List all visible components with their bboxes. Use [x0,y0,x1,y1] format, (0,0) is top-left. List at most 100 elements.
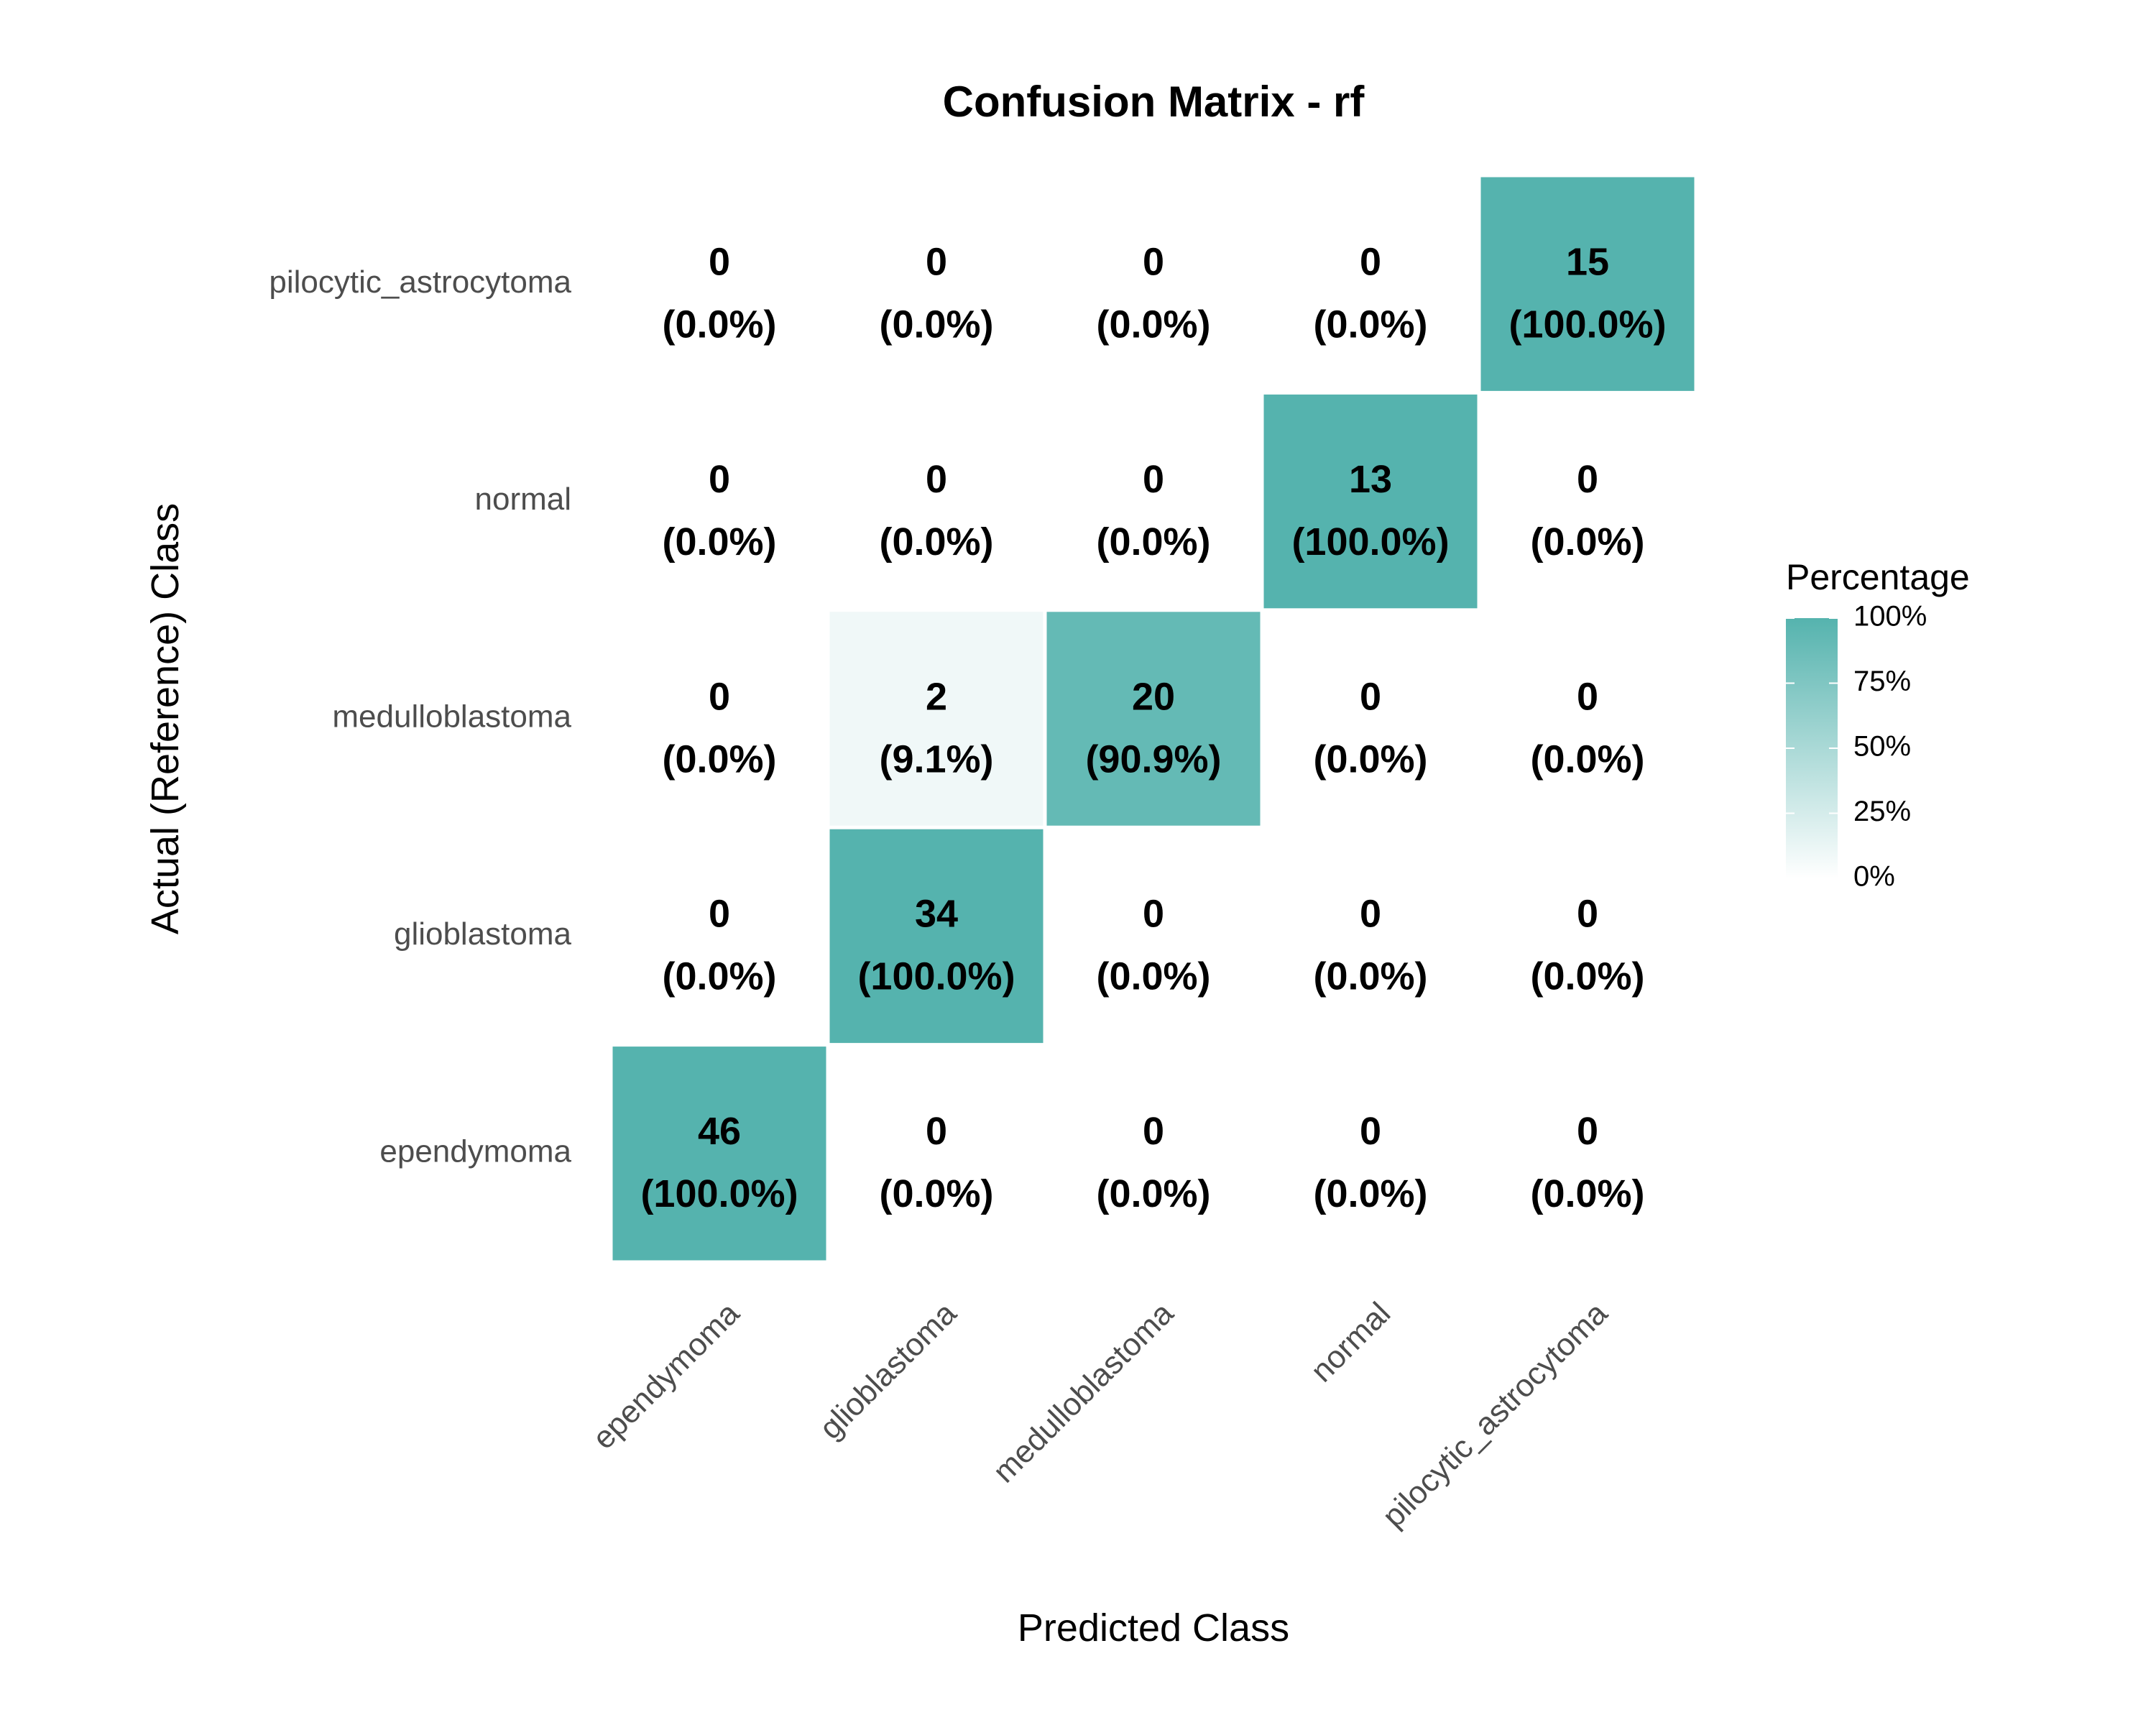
heatmap-cell-rect [830,612,1044,825]
x-axis-ticks: ependymoma glioblastoma medulloblastoma nor… [586,1295,1615,1534]
cell-percent-label: (100.0%) [1291,520,1449,564]
heatmap-cell: 2 (9.1%) [830,612,1044,825]
heatmap-cell-rect [613,395,826,608]
cell-count-label: 0 [926,1110,947,1153]
heatmap-cell: 0 (0.0%) [1481,829,1695,1043]
heatmap-cell: 0 (0.0%) [613,829,826,1043]
cell-count-label: 0 [1360,240,1381,283]
chart-title: Confusion Matrix - rf [943,78,1365,126]
heatmap-cell-rect [1264,178,1478,391]
cell-count-label: 0 [1143,893,1164,936]
heatmap-cell: 0 (0.0%) [613,395,826,608]
cell-percent-label: (0.0%) [1530,520,1644,564]
x-tick-label: glioblastoma [813,1295,964,1446]
cell-percent-label: (100.0%) [640,1172,798,1215]
heatmap-cell-rect [1047,612,1261,825]
heatmap-cell: 46 (100.0%) [613,1046,826,1260]
heatmap-cell-rect [1264,395,1478,608]
cell-percent-label: (0.0%) [1530,1172,1644,1215]
legend-tick-label: 100% [1853,601,1927,632]
cell-count-label: 0 [1360,1110,1381,1153]
cell-count-label: 13 [1349,458,1392,501]
cell-count-label: 0 [709,240,730,283]
cell-count-label: 0 [1577,675,1598,718]
y-tick-label: medulloblastoma [332,699,571,735]
x-tick-label: pilocytic_astrocytoma [1376,1295,1614,1534]
cell-count-label: 0 [709,893,730,936]
cell-count-label: 34 [915,893,958,936]
heatmap-cell-rect [1481,829,1695,1043]
cell-percent-label: (0.0%) [1096,955,1210,998]
cell-count-label: 0 [1143,458,1164,501]
cell-count-label: 0 [926,240,947,283]
cell-count-label: 2 [926,675,947,718]
cell-count-label: 46 [698,1110,741,1153]
heatmap-cell: 0 (0.0%) [830,178,1044,391]
heatmap-cell-rect [830,178,1044,391]
heatmap-cell-rect [1481,1046,1695,1260]
legend-tick-label: 25% [1853,796,1911,827]
heatmap-cell: 0 (0.0%) [1481,395,1695,608]
heatmap-cell-rect [1264,612,1478,825]
heatmap-cell: 20 (90.9%) [1047,612,1261,825]
cell-percent-label: (90.9%) [1085,737,1221,781]
cell-count-label: 0 [1143,1110,1164,1153]
cell-percent-label: (0.0%) [662,955,776,998]
heatmap-cell-rect [613,612,826,825]
cell-count-label: 0 [1577,1110,1598,1153]
cell-percent-label: (0.0%) [1530,955,1644,998]
heatmap-cell: 0 (0.0%) [613,612,826,825]
heatmap-cell-rect [1047,178,1261,391]
heatmap-cell: 0 (0.0%) [1047,395,1261,608]
heatmap-cell-rect [1264,829,1478,1043]
cell-count-label: 0 [1360,893,1381,936]
heatmap-cell: 0 (0.0%) [1047,829,1261,1043]
cell-count-label: 0 [709,458,730,501]
heatmap-cell: 0 (0.0%) [613,178,826,391]
heatmap-cell: 0 (0.0%) [830,395,1044,608]
heatmap-cell-rect [613,178,826,391]
cell-percent-label: (0.0%) [1313,737,1427,781]
y-tick-label: pilocytic_astrocytoma [269,264,571,300]
legend-title: Percentage [1786,557,1970,597]
cell-percent-label: (0.0%) [1530,737,1644,781]
heatmap-cell-rect [613,1046,826,1260]
y-tick-label: normal [475,482,572,517]
cell-count-label: 0 [709,675,730,718]
y-axis-title: Actual (Reference) Class [144,503,187,934]
heatmap-cell-rect [830,1046,1044,1260]
heatmap-cell-rect [1481,395,1695,608]
cell-count-label: 0 [1360,675,1381,718]
heatmap-cell-rect [1481,612,1695,825]
heatmap-cell-rect [1481,178,1695,391]
cell-percent-label: (0.0%) [662,303,776,346]
cell-percent-label: (0.0%) [1096,1172,1210,1215]
y-axis-ticks: ependymoma glioblastoma medulloblastoma nor… [269,264,571,1169]
legend-tick-label: 50% [1853,731,1911,763]
cell-count-label: 0 [926,458,947,501]
cell-count-label: 20 [1132,675,1175,718]
cell-percent-label: (0.0%) [879,303,993,346]
heatmap-cell: 0 (0.0%) [830,1046,1044,1260]
cell-percent-label: (0.0%) [1096,303,1210,346]
heatmap-cell-rect [613,829,826,1043]
cell-percent-label: (0.0%) [1313,303,1427,346]
cell-percent-label: (0.0%) [1313,1172,1427,1215]
heatmap-cell: 0 (0.0%) [1264,612,1478,825]
x-tick-label: ependymoma [586,1295,747,1456]
legend: Percentage 100% 75% 50% 25% 0% [1786,557,1970,893]
y-tick-label: glioblastoma [394,916,572,952]
cell-percent-label: (0.0%) [1313,955,1427,998]
heatmap-cell: 0 (0.0%) [1481,1046,1695,1260]
x-tick-label: normal [1304,1296,1398,1389]
cell-percent-label: (0.0%) [662,737,776,781]
heatmap-cell-rect [1047,1046,1261,1260]
cell-percent-label: (100.0%) [1508,303,1666,346]
cell-count-label: 0 [1143,240,1164,283]
cell-percent-label: (0.0%) [879,520,993,564]
heatmap-cell: 15 (100.0%) [1481,178,1695,391]
cell-percent-label: (100.0%) [857,955,1015,998]
heatmap-cell: 0 (0.0%) [1047,178,1261,391]
cell-count-label: 0 [1577,458,1598,501]
